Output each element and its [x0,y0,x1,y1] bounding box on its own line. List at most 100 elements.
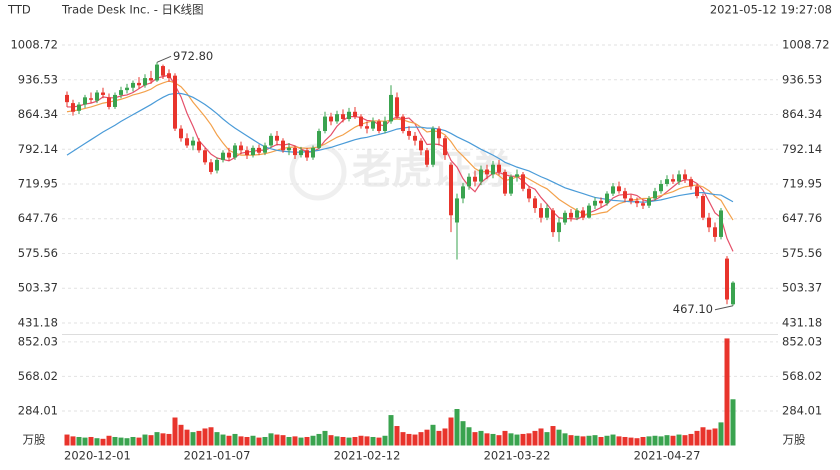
volume-bar [724,338,730,446]
volume-bar [718,422,724,446]
candle-body [509,176,513,194]
candle-body [419,140,423,151]
low-pointer [714,305,734,311]
candle-body [293,147,297,156]
volume-bar [700,427,706,446]
volume-bar [112,436,118,446]
candle-body [197,141,201,151]
volume-bar [394,426,400,446]
candle-body [257,147,261,153]
volume-bar [64,434,70,446]
moving-average-line [67,74,734,252]
candle-body [323,116,327,132]
volume-bar [574,435,580,446]
candle-body [149,78,153,81]
volume-bar [268,433,274,446]
candle-body [107,97,111,107]
candle-body [77,104,81,111]
candle-body [101,92,105,95]
volume-bar [142,434,148,446]
y-tick-label: 936.53 [18,72,58,86]
candle-body [521,174,525,189]
candle-body [167,73,171,79]
volume-bar [478,430,484,446]
moving-average-line [66,92,734,203]
y-tick-label-right: 431.18 [782,315,822,329]
y-tick-label-right: 568.02 [782,369,822,383]
candle-body [497,164,501,172]
candle-body [431,128,435,165]
volume-bar [136,437,142,446]
candle-body [437,128,441,139]
candle-body [503,171,507,194]
volume-bar [214,432,220,446]
timestamp: 2021-05-12 19:27:08 [710,3,832,17]
candle-body [485,169,489,175]
volume-bar [406,433,412,446]
candle-body [71,103,75,112]
volume-bar [286,436,292,446]
volume-bar [256,437,262,446]
y-tick-label: 503.37 [18,281,58,295]
y-tick-label: 719.95 [18,177,58,191]
candle-body [185,138,189,146]
candle-body [467,176,471,187]
volume-bar [664,435,670,446]
x-tick-label: 2021-02-12 [334,449,401,463]
x-tick-label: 2021-04-27 [634,449,701,463]
volume-bar [70,436,76,446]
candle-body [587,205,591,218]
candle-body [593,200,597,206]
candle-body [89,98,93,100]
candle-body [401,116,405,132]
candle-body [575,210,579,218]
volume-bar [562,433,568,446]
candle-body [395,97,399,117]
candle-body [263,145,267,153]
x-tick-label: 2021-03-22 [484,449,551,463]
volume-bar [226,435,232,446]
y-tick-label-right: 284.01 [782,403,822,417]
volume-bar [382,435,388,446]
volume-bar [544,432,550,446]
volume-bar [340,436,346,446]
candle-body [569,212,573,218]
volume-bar [274,434,280,446]
candle-body [551,210,555,233]
y-tick-label-right: 575.56 [782,246,822,260]
x-tick-label: 2021-01-07 [184,449,251,463]
volume-bar [550,426,556,446]
y-tick-label: 568.02 [18,369,58,383]
volume-bar [514,434,520,446]
volume-bar [202,428,208,446]
candle-body [347,111,351,119]
volume-unit-right: 万股 [783,433,806,447]
candle-body [371,121,375,129]
volume-bar [646,436,652,446]
candle-body [695,186,699,197]
volume-bar [568,435,574,446]
candle-body [281,140,285,151]
candle-body [533,198,537,209]
x-tick-label: 2020-12-01 [64,449,131,463]
volume-bar [358,435,364,446]
y-tick-label: 431.18 [18,315,58,329]
candle-body [191,140,195,146]
candle-body [137,82,141,86]
candle-body [425,150,429,165]
volume-bar [76,436,82,446]
candle-body [65,94,69,103]
volume-bar [238,436,244,446]
candle-body [719,210,723,237]
candle-body [383,121,387,132]
candle-body [563,212,567,223]
candle-body [683,174,687,180]
y-tick-label: 792.14 [18,142,58,156]
volume-bar [184,429,190,446]
candle-body [671,179,675,182]
volume-bar [178,424,184,446]
candle-body [221,152,225,160]
candle-body [635,200,639,204]
candle-body [647,198,651,206]
